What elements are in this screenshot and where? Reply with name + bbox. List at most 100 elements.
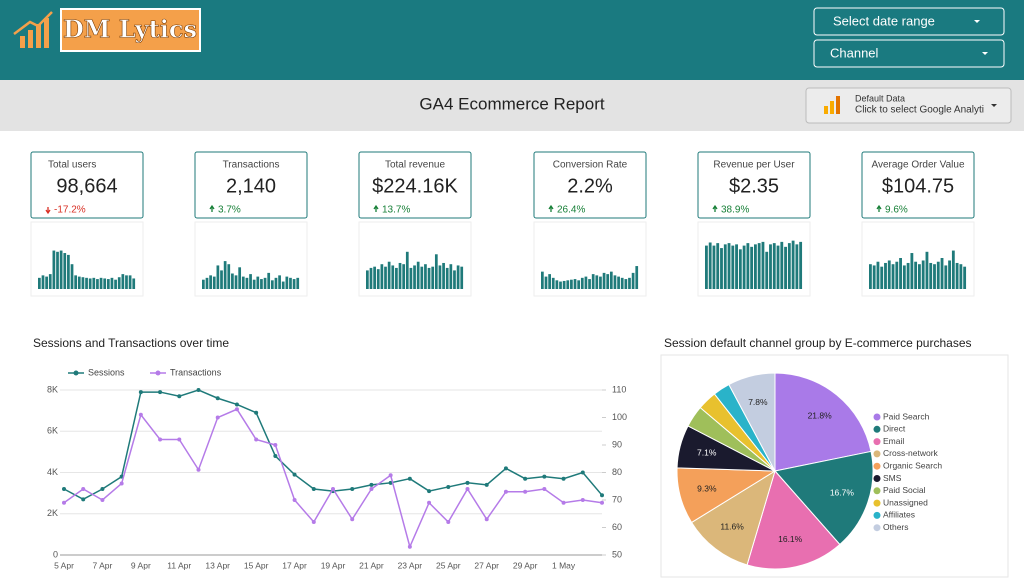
- spark-bar: [106, 279, 110, 289]
- spark-bar: [891, 264, 895, 289]
- dropdown-arrow: [991, 104, 997, 107]
- x-tick-label: 19 Apr: [321, 560, 346, 570]
- y2-tick-label: 60: [612, 522, 622, 532]
- spark-bar: [274, 277, 278, 289]
- kpi-value: 2,140: [226, 175, 276, 197]
- slice-label: 7.8%: [748, 397, 768, 407]
- legend-label: Others: [883, 522, 909, 532]
- spark-bar: [902, 265, 906, 289]
- kpi-name: Total users: [48, 160, 96, 171]
- spark-bar: [921, 260, 925, 289]
- y-tick-label: 6K: [47, 426, 58, 436]
- spark-bar: [914, 261, 918, 289]
- series-point: [311, 520, 316, 524]
- spark-bar: [114, 279, 117, 289]
- spark-bar: [617, 276, 620, 289]
- change-arrow: [373, 204, 379, 212]
- legend-label: Affiliates: [883, 510, 915, 520]
- series-point: [350, 487, 355, 491]
- spark-bar: [606, 274, 610, 289]
- change-arrow: [876, 204, 882, 212]
- spark-bar: [887, 260, 891, 289]
- series-point: [465, 487, 470, 491]
- series-point: [292, 498, 297, 502]
- legend-label: Unassigned: [883, 497, 928, 507]
- spark-bar: [416, 261, 420, 289]
- series-point: [177, 437, 182, 442]
- y2-tick-label: 50: [612, 549, 622, 559]
- spark-bar: [63, 253, 67, 289]
- legend-label: Cross-network: [883, 448, 939, 458]
- spark-bar: [387, 261, 391, 289]
- spark-bar: [431, 266, 435, 289]
- spark-bar: [125, 275, 128, 289]
- spark-bar: [292, 279, 296, 289]
- change-arrow: [45, 207, 51, 215]
- legend-label: Paid Search: [883, 411, 930, 421]
- series-point: [158, 437, 163, 442]
- spark-bar: [110, 277, 114, 289]
- source-action: Click to select Google Analyti: [855, 105, 984, 116]
- series-point: [254, 437, 259, 442]
- x-tick-label: 27 Apr: [474, 560, 499, 570]
- spark-bar: [77, 276, 81, 289]
- data-source[interactable]: [805, 87, 1012, 124]
- spark-bar: [735, 244, 738, 289]
- spark-bar: [761, 241, 765, 289]
- series-point: [580, 470, 585, 475]
- spark-bar: [52, 250, 56, 289]
- change-arrow: [209, 204, 215, 212]
- kpi-change: 13.7%: [382, 205, 410, 216]
- spark-bar: [442, 262, 445, 289]
- kpi-card: [194, 151, 308, 219]
- x-tick-label: 5 Apr: [54, 560, 74, 570]
- series-point: [100, 498, 105, 502]
- y2-tick-label: 100: [612, 412, 627, 422]
- series-point: [119, 481, 124, 486]
- spark-bar: [577, 280, 581, 289]
- spark-bar: [566, 280, 570, 289]
- series-point: [407, 476, 412, 481]
- series-point: [81, 497, 86, 502]
- spark-bar: [41, 275, 45, 289]
- spark-bar: [202, 279, 205, 289]
- series-point: [81, 487, 86, 491]
- series-point: [465, 480, 470, 485]
- spark-bar: [784, 246, 787, 289]
- series-point: [62, 500, 66, 505]
- series-point: [503, 466, 508, 471]
- spark-bar: [925, 251, 929, 289]
- series-point: [427, 500, 432, 505]
- spark-bar: [88, 278, 92, 289]
- spark-bar: [369, 267, 373, 289]
- spark-bar: [787, 243, 791, 289]
- spark-bar: [205, 277, 209, 289]
- date-filter[interactable]: [813, 7, 1005, 36]
- spark-bar: [791, 240, 795, 289]
- spark-bar: [216, 265, 220, 289]
- x-tick-label: 15 Apr: [244, 560, 269, 570]
- legend-swatch: [873, 438, 881, 446]
- series-point: [177, 394, 182, 399]
- spark-bar: [551, 277, 555, 289]
- spark-bar: [750, 246, 754, 289]
- kpi-change: 38.9%: [721, 205, 749, 216]
- legend-swatch: [873, 511, 881, 519]
- kpi-card: [697, 151, 811, 219]
- pie-slice: [728, 372, 776, 472]
- slice-label: 11.6%: [720, 521, 744, 531]
- y-tick-label: 8K: [47, 384, 58, 394]
- logo-text: DM Lytics: [63, 15, 197, 44]
- slice-label: 16.1%: [778, 534, 803, 544]
- spark-bar: [910, 253, 914, 289]
- spark-bar: [944, 265, 948, 289]
- series-point: [600, 493, 604, 498]
- series-point: [62, 487, 66, 491]
- channel-filter[interactable]: [813, 39, 1005, 68]
- spark-bar: [434, 254, 438, 289]
- spark-bar: [460, 266, 464, 289]
- pie-slice: [774, 372, 872, 472]
- spark-bar: [405, 251, 409, 289]
- series-point: [292, 472, 297, 477]
